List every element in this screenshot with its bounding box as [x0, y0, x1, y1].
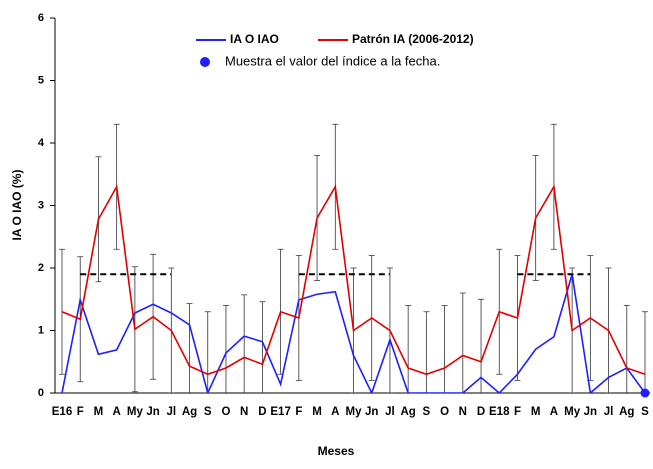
legend-label: IA O IAO: [230, 32, 279, 46]
y-tick-label: 1: [38, 324, 44, 336]
plot-area: [59, 123, 648, 393]
x-tick-label: My: [346, 406, 363, 418]
x-tick-label: Jl: [604, 406, 614, 418]
y-tick-label: 6: [38, 12, 44, 24]
x-tick-label: F: [77, 406, 84, 418]
x-tick-label: O: [221, 406, 230, 418]
x-tick-label: My: [564, 406, 581, 418]
legend: IA O IAO Patrón IA (2006-2012) Muestra e…: [196, 32, 474, 68]
x-tick-label: A: [550, 406, 558, 418]
x-tick-label: D: [258, 406, 266, 418]
legend-marker: [200, 57, 210, 67]
x-tick-label: M: [531, 406, 541, 418]
current-value-marker: [640, 388, 650, 398]
x-tick-label: N: [240, 406, 248, 418]
legend-label: Patrón IA (2006-2012): [352, 32, 474, 46]
x-tick-label: M: [312, 406, 322, 418]
legend-label: Muestra el valor del índice a la fecha.: [225, 53, 440, 68]
x-tick-label: S: [423, 406, 431, 418]
x-tick-label: D: [477, 406, 485, 418]
x-tick-label: Ag: [182, 406, 197, 418]
series-line: [61, 184, 646, 376]
x-tick-label: Ag: [619, 406, 634, 418]
x-tick-label: N: [459, 406, 467, 418]
x-tick-label: Jl: [167, 406, 177, 418]
x-tick-label: O: [440, 406, 449, 418]
x-tick-label: Jl: [385, 406, 395, 418]
x-tick-label: S: [641, 406, 649, 418]
x-tick-label: Jn: [584, 406, 597, 418]
series-line: [61, 274, 646, 393]
x-tick-label: F: [514, 406, 521, 418]
x-tick-label: E17: [270, 406, 290, 418]
x-tick-label: F: [295, 406, 302, 418]
x-tick-label: Jn: [365, 406, 378, 418]
y-tick-label: 3: [38, 199, 44, 211]
x-tick-label: E18: [489, 406, 510, 418]
x-tick-label: Jn: [146, 406, 159, 418]
y-tick-label: 0: [38, 387, 44, 399]
x-tick-label: Ag: [400, 406, 415, 418]
x-tick-label: S: [204, 406, 212, 418]
x-tick-label: E16: [52, 406, 72, 418]
x-tick-label: My: [127, 406, 144, 418]
x-tick-label: M: [94, 406, 104, 418]
y-axis-label: IA O IAO (%): [10, 170, 24, 241]
x-tick-label: A: [331, 406, 339, 418]
y-tick-label: 4: [38, 137, 45, 149]
y-tick-label: 5: [38, 74, 44, 86]
y-tick-label: 2: [38, 262, 44, 274]
x-axis-label: Meses: [318, 444, 355, 458]
x-tick-label: A: [113, 406, 121, 418]
